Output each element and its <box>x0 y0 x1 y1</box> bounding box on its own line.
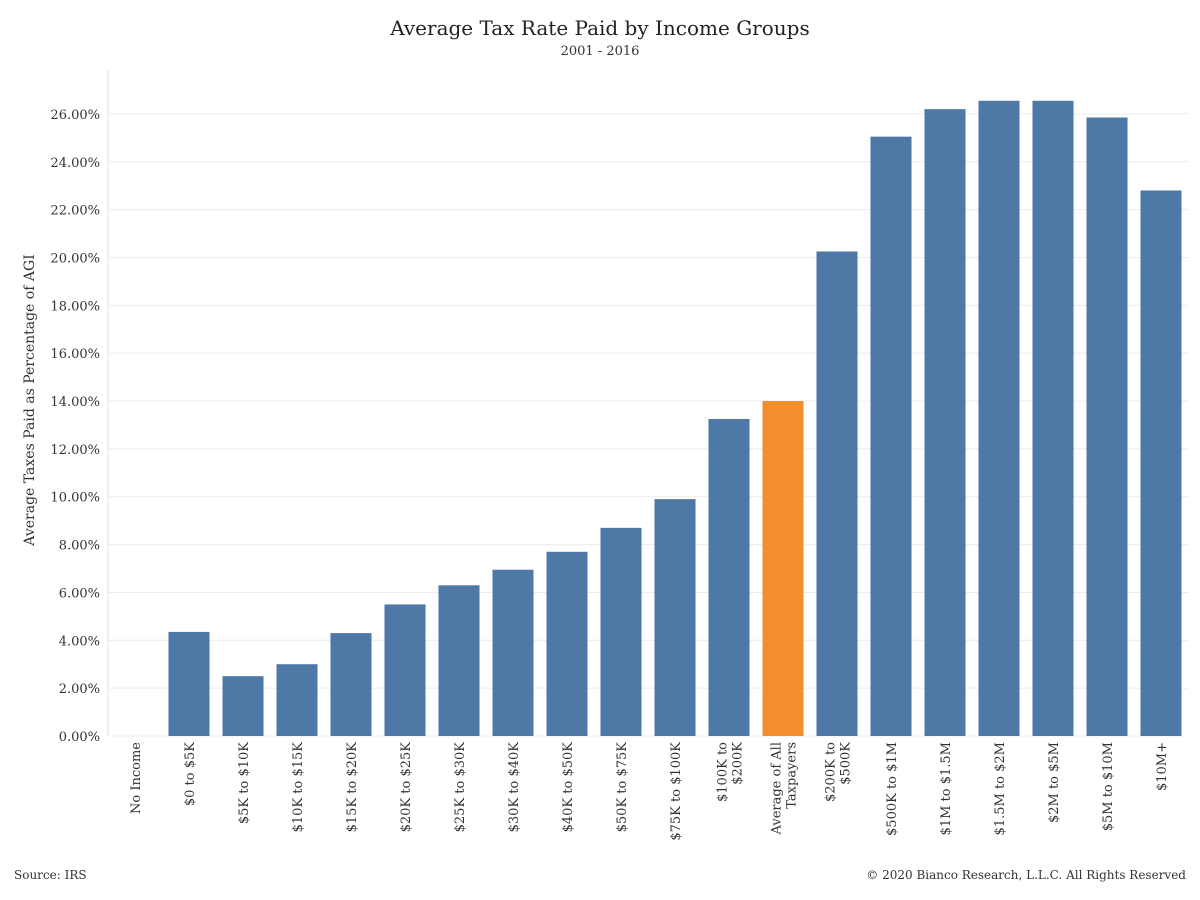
x-tick-label: Average of AllTaxpayers <box>770 742 800 836</box>
x-tick-label: $20K to $25K <box>399 742 414 833</box>
bar <box>330 633 372 736</box>
bar <box>708 418 750 736</box>
y-tick-label: 4.00% <box>59 634 100 649</box>
bar <box>1086 117 1128 736</box>
source-note: Source: IRS <box>14 868 87 882</box>
bar <box>924 109 966 736</box>
bar <box>222 676 264 736</box>
x-tick-label: $40K to $50K <box>561 742 576 833</box>
x-tick-label: $1.5M to $2M <box>993 742 1008 835</box>
bar <box>276 664 318 736</box>
bar <box>546 551 588 736</box>
x-tick-label: $100K to$200K <box>716 742 746 802</box>
bar <box>816 251 858 736</box>
y-tick-label: 6.00% <box>59 586 100 601</box>
bar <box>870 136 912 737</box>
bar <box>600 527 642 736</box>
y-tick-label: 16.00% <box>50 347 100 362</box>
y-tick-label: 2.00% <box>59 682 100 697</box>
x-tick-label: $500K to $1M <box>885 742 900 836</box>
x-tick-label: $5K to $10K <box>237 742 252 824</box>
y-tick-label: 18.00% <box>50 299 100 314</box>
x-tick-label: $25K to $30K <box>453 742 468 833</box>
bar <box>492 569 534 736</box>
x-tick-label: $75K to $100K <box>669 742 684 841</box>
bar <box>438 585 480 736</box>
y-tick-label: 14.00% <box>50 395 100 410</box>
x-tick-label: $15K to $20K <box>345 742 360 833</box>
gridlines <box>107 70 1188 737</box>
x-axis-ticks: No Income $0 to $5K $5K to $10K $10K to $15… <box>129 742 1170 841</box>
bar <box>978 100 1020 737</box>
bar-chart: 0.00% 2.00% 4.00% 6.00% 8.00% 10.00% 12.00% 14.… <box>22 70 1188 841</box>
copyright-note: © 2020 Bianco Research, L.L.C. All Right… <box>866 868 1186 882</box>
y-tick-label: 12.00% <box>50 443 100 458</box>
x-tick-label: $200K to$500K <box>824 742 854 802</box>
y-tick-label: 24.00% <box>50 156 100 171</box>
chart-title: Average Tax Rate Paid by Income Groups <box>390 16 810 40</box>
x-tick-label: $0 to $5K <box>183 742 198 806</box>
x-tick-label: $10M+ <box>1155 742 1170 791</box>
bar <box>1140 190 1182 736</box>
y-tick-label: 26.00% <box>50 108 100 123</box>
x-tick-label: $10K to $15K <box>291 742 306 833</box>
y-tick-label: 22.00% <box>50 204 100 219</box>
y-axis-label: Average Taxes Paid as Percentage of AGI <box>22 254 38 546</box>
bars <box>168 100 1182 737</box>
x-tick-label: $2M to $5M <box>1047 742 1062 823</box>
bar <box>384 604 426 736</box>
y-axis-ticks: 0.00% 2.00% 4.00% 6.00% 8.00% 10.00% 12.00% 14.… <box>50 108 100 745</box>
x-tick-label: $1M to $1.5M <box>939 742 954 835</box>
x-tick-label: $30K to $40K <box>507 742 522 833</box>
y-tick-label: 8.00% <box>59 539 100 554</box>
bar <box>762 401 804 736</box>
chart-subtitle: 2001 - 2016 <box>560 44 640 59</box>
y-tick-label: 20.00% <box>50 251 100 266</box>
bar <box>168 631 210 736</box>
x-tick-label: No Income <box>129 742 144 814</box>
x-tick-label: $50K to $75K <box>615 742 630 833</box>
bar <box>654 499 696 736</box>
x-tick-label: $5M to $10M <box>1101 742 1116 831</box>
bar <box>1032 100 1074 737</box>
y-tick-label: 10.00% <box>50 491 100 506</box>
y-tick-label: 0.00% <box>59 730 100 745</box>
